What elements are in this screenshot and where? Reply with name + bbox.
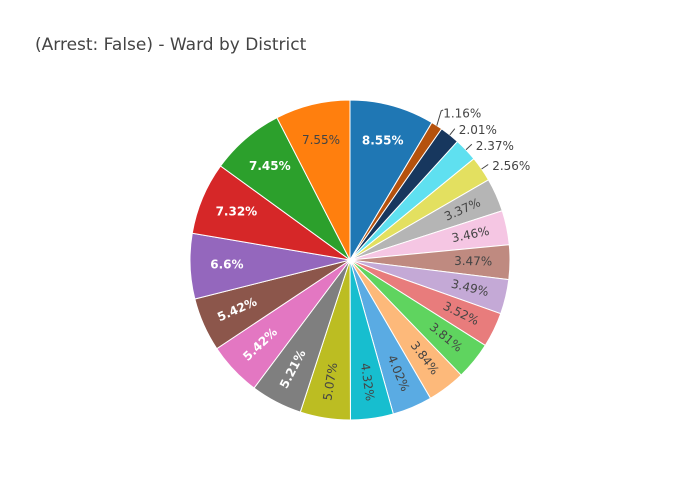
slice-label: 5.07% bbox=[320, 362, 340, 402]
slice-label: 6.6% bbox=[210, 257, 243, 271]
pie-slice bbox=[349, 99, 433, 262]
pie-slices bbox=[189, 99, 511, 421]
slice-label: 3.47% bbox=[454, 254, 492, 269]
slice-label: 2.01% bbox=[459, 123, 497, 137]
leader-line bbox=[436, 109, 444, 126]
slice-label: 7.55% bbox=[302, 133, 340, 147]
pie-slice bbox=[276, 99, 351, 261]
leader-line bbox=[465, 143, 473, 151]
slice-label: 2.56% bbox=[492, 159, 530, 173]
slice-label: 4.32% bbox=[358, 362, 377, 402]
chart-title: (Arrest: False) - Ward by District bbox=[35, 35, 307, 55]
slice-label: 7.45% bbox=[249, 159, 291, 173]
leader-line bbox=[449, 128, 456, 136]
slice-label: 8.55% bbox=[362, 134, 404, 148]
leader-line bbox=[481, 164, 489, 170]
slice-label: 2.37% bbox=[476, 139, 514, 153]
slice-label: 7.32% bbox=[216, 205, 258, 219]
slice-label: 1.16% bbox=[443, 106, 481, 120]
